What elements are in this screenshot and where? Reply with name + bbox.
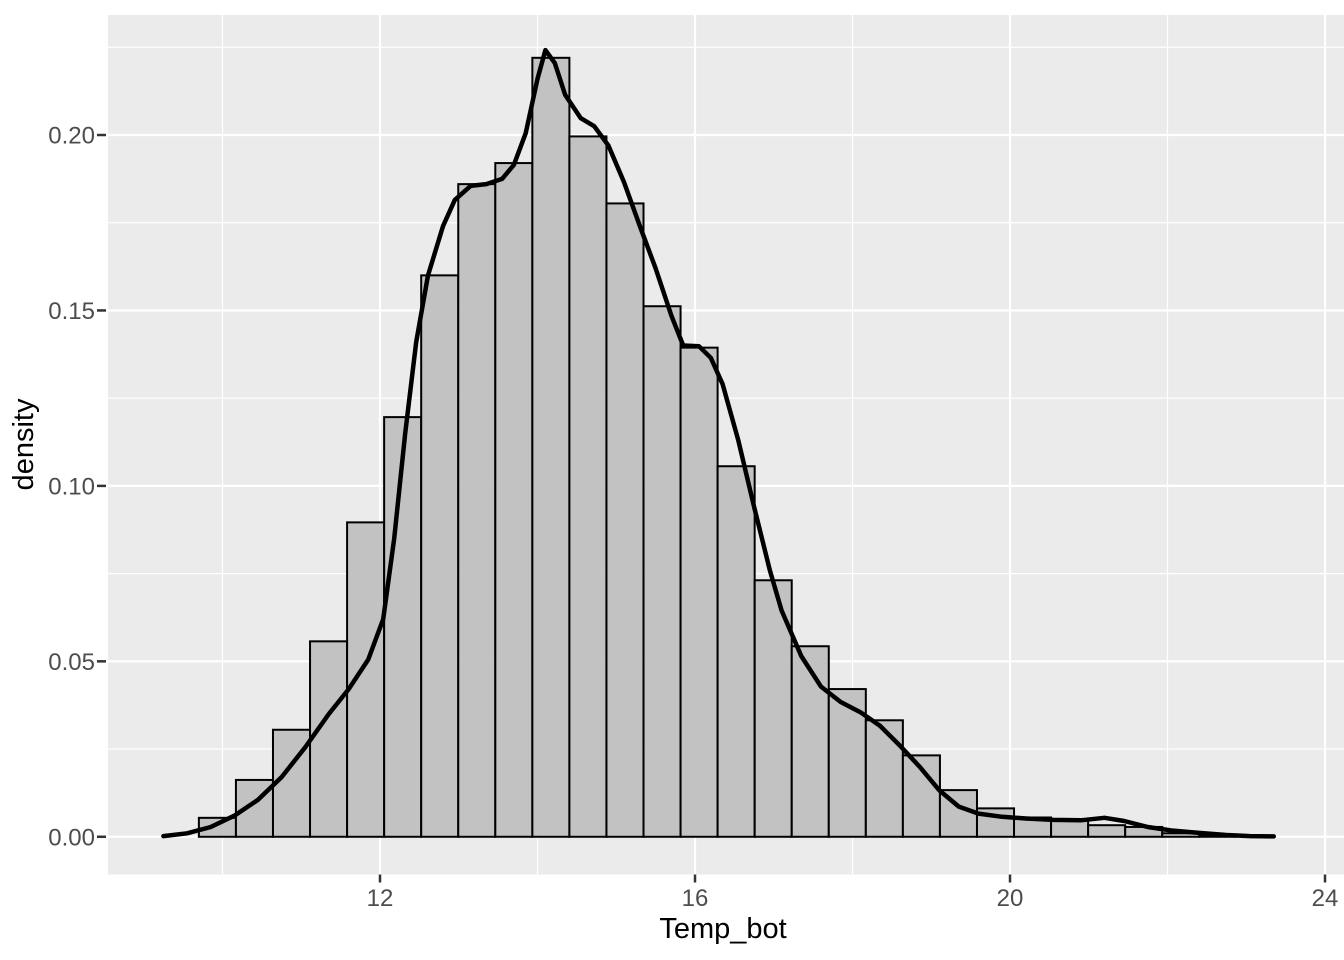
histogram-bar [864,719,904,838]
histogram-bar [568,135,608,838]
y-axis-title: density [8,398,40,490]
y-tick-label: 0.15 [48,298,95,325]
histogram-bar [383,416,423,838]
x-tick-labels: 12 16 20 24 [367,885,1339,912]
histogram-bar [605,202,645,838]
histogram-bar [531,56,571,838]
histogram-bar [1087,824,1127,838]
histogram-bar [716,465,756,838]
density-curve-layer [161,47,1277,839]
y-tick-label: 0.10 [48,473,95,500]
histogram-bar [642,305,682,838]
y-tick-label: 0.20 [48,123,95,150]
density-curve [161,47,1277,839]
y-tick-label: 0.00 [48,824,95,851]
histogram-bar [420,274,460,838]
histogram-bar [494,162,534,838]
histogram-bar [457,183,497,838]
x-tick-label: 16 [682,885,709,912]
histogram-bar [679,346,719,838]
histogram-bar [309,640,349,838]
x-tick-label: 20 [997,885,1024,912]
y-tick-label: 0.05 [48,649,95,676]
x-axis-title: Temp_bot [659,913,786,945]
axis-tick-marks [97,133,1327,883]
histogram-bar [1050,818,1090,838]
y-tick-labels: 0.00 0.05 0.10 0.15 0.20 [48,123,95,852]
x-tick-label: 12 [367,885,394,912]
histogram-bars [197,56,1238,838]
x-tick-label: 24 [1312,885,1339,912]
histogram-bar [790,645,830,838]
